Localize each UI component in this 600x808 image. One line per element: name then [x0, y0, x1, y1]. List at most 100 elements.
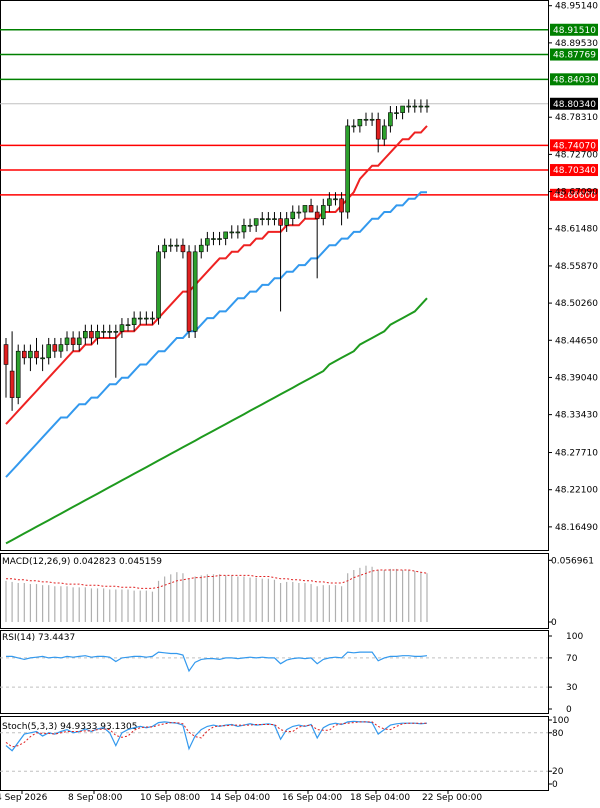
stoch-scale-label: 80: [552, 729, 564, 739]
candle-body: [168, 244, 174, 247]
candle-body: [89, 331, 94, 339]
stoch-scale-label: 100: [552, 716, 569, 726]
candle: [412, 99, 418, 113]
candle: [290, 205, 296, 226]
level-badge: [550, 73, 598, 86]
candle-body: [15, 350, 21, 398]
candle: [76, 331, 82, 352]
price-tick-label: 48.22100: [555, 486, 598, 496]
horizontal-levels: 48.91510 48.87769 48.84030 48.74070 48.70340…: [0, 23, 598, 201]
candle-body: [259, 218, 265, 220]
candle-body: [119, 324, 125, 332]
candle: [223, 231, 228, 246]
time-label: 14 Sep 04:00: [210, 793, 270, 803]
candle-body: [180, 244, 186, 253]
rsi-scale-label: 30: [566, 683, 578, 693]
candle-body: [424, 105, 430, 108]
price-tick-label: 48.72700: [555, 150, 598, 160]
current-price-badge: [550, 97, 598, 110]
candle: [320, 198, 326, 226]
candle: [217, 231, 222, 246]
price-tick-label: 48.61480: [555, 225, 598, 235]
candle-body: [113, 331, 119, 333]
candle: [229, 225, 235, 239]
candle: [162, 238, 167, 259]
candle-body: [253, 218, 259, 226]
panel-frame: [0, 0, 549, 551]
candle-body: [211, 238, 216, 240]
candle: [64, 331, 70, 352]
candle-body: [40, 357, 45, 360]
candle: [40, 344, 45, 372]
candle: [327, 192, 332, 213]
level-label: 48.70340: [553, 166, 596, 176]
level-label: 48.66600: [553, 191, 596, 201]
time-label: 4 Sep 2026: [0, 793, 48, 803]
candle: [131, 311, 137, 332]
candlesticks: [3, 99, 430, 411]
candle-body: [302, 205, 308, 213]
candle: [345, 119, 350, 219]
level-badge: [550, 188, 598, 201]
stoch-d-line: [5, 721, 427, 748]
candle: [375, 112, 381, 153]
candle: [272, 212, 277, 226]
candle-body: [278, 218, 283, 226]
price-tick-label: 48.27710: [555, 449, 598, 459]
time-label: 16 Sep 04:00: [282, 793, 342, 803]
candle-body: [52, 344, 58, 352]
candle-body: [320, 205, 326, 219]
panel-frame: [0, 553, 549, 629]
stoch-scale-label: 20: [552, 767, 564, 777]
candle-body: [381, 125, 387, 140]
candle: [314, 205, 320, 279]
candle-body: [101, 331, 106, 333]
rsi-label: RSI(14) 73.4437: [2, 633, 75, 643]
candle: [89, 324, 94, 345]
candle: [357, 118, 363, 133]
candle-body: [272, 218, 277, 220]
candle-body: [34, 350, 39, 359]
candle-body: [406, 105, 411, 108]
candle: [198, 238, 204, 259]
candle-body: [125, 324, 131, 326]
candle: [15, 344, 21, 405]
rsi-scale-label: 70: [566, 654, 578, 664]
candle: [125, 318, 131, 332]
candle-body: [217, 238, 222, 240]
candle: [9, 331, 15, 411]
stoch-panel: Stoch(5,3,3) 94.9333 93.1305 100 80 20 0: [0, 716, 569, 790]
candle: [168, 238, 174, 252]
candle-body: [339, 198, 344, 213]
level-label: 48.87769: [553, 51, 596, 61]
candle: [308, 198, 314, 213]
panel-frames: [0, 0, 549, 791]
candle-body: [290, 211, 296, 219]
rsi-scale-label: 100: [566, 632, 583, 642]
macd-scale-label: 0: [551, 618, 557, 628]
candle-body: [314, 211, 320, 219]
candle-body: [192, 251, 198, 332]
candle: [296, 205, 302, 219]
candle: [52, 337, 58, 358]
rsi-panel: RSI(14) 73.4437 100 70 30 0: [0, 632, 583, 715]
stoch-k-line: [5, 720, 428, 752]
candle-body: [137, 317, 143, 320]
candle-body: [9, 370, 15, 398]
candle: [3, 337, 9, 398]
candle: [150, 311, 155, 325]
candle-body: [363, 118, 369, 121]
candle: [34, 337, 39, 365]
candle-body: [95, 331, 100, 339]
candle-body: [22, 350, 27, 359]
candle-body: [327, 198, 332, 206]
candle-body: [223, 231, 228, 239]
candle: [388, 106, 393, 133]
candle-body: [107, 331, 113, 333]
candle: [259, 212, 265, 226]
candle: [211, 231, 216, 246]
candle-body: [333, 198, 338, 201]
price-tick-label: 48.89530: [555, 39, 598, 49]
candle-body: [3, 344, 9, 365]
